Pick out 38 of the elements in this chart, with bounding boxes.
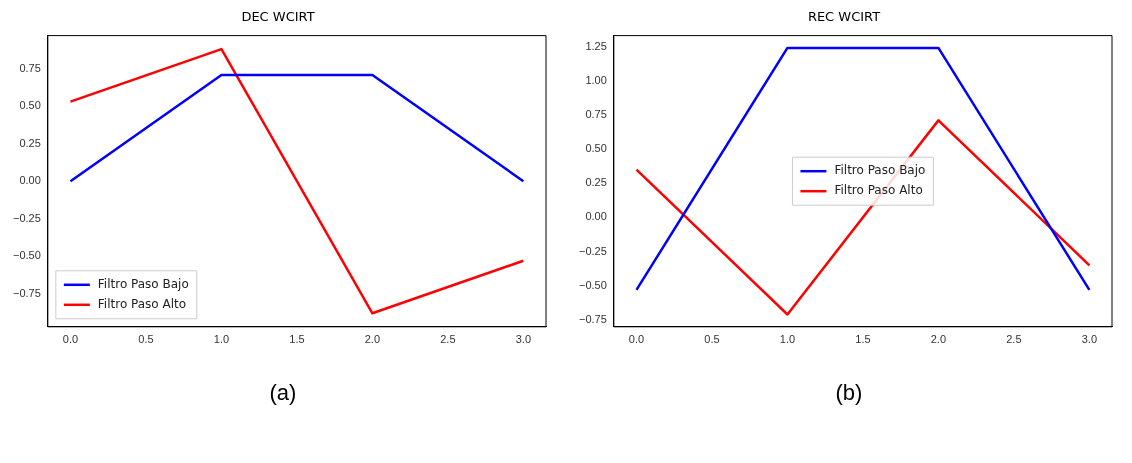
legend-label: Filtro Paso Bajo xyxy=(97,276,189,291)
y-tick-label: 0.00 xyxy=(585,210,607,223)
y-tick-label: 1.25 xyxy=(585,39,607,52)
y-tick-label: 1.00 xyxy=(585,73,607,86)
x-tick-label: 3.0 xyxy=(1081,333,1097,346)
x-tick-label: 2.0 xyxy=(364,333,381,346)
x-tick-label: 1.0 xyxy=(779,333,796,346)
legend-label: Filtro Paso Alto xyxy=(834,183,923,198)
legend-label: Filtro Paso Alto xyxy=(97,296,187,311)
x-tick-label: 1.5 xyxy=(289,333,305,346)
x-tick-label: 2.5 xyxy=(1006,333,1022,346)
x-tick-label: 1.0 xyxy=(213,333,230,346)
y-tick-label: 0.00 xyxy=(19,174,41,187)
x-tick-label: 0.5 xyxy=(704,333,720,346)
y-tick-label: 0.50 xyxy=(19,99,41,112)
y-tick-label: −0.50 xyxy=(12,249,41,262)
x-tick-label: 2.5 xyxy=(440,333,456,346)
y-tick-label: 0.25 xyxy=(19,136,41,149)
y-tick-label: −0.50 xyxy=(578,278,607,291)
text: (b) xyxy=(834,380,864,406)
y-tick-label: 0.50 xyxy=(585,142,607,155)
y-tick-label: −0.75 xyxy=(578,313,607,325)
x-tick-label: 0.0 xyxy=(628,333,645,346)
y-tick-label: −0.25 xyxy=(578,244,607,257)
x-tick-label: 3.0 xyxy=(515,333,531,346)
chart-title: REC WCIRT xyxy=(807,9,881,25)
y-tick-label: −0.75 xyxy=(12,286,41,299)
x-tick-label: 2.0 xyxy=(930,333,947,346)
x-tick-label: 0.0 xyxy=(62,333,79,346)
y-tick-label: 0.75 xyxy=(585,107,607,120)
y-tick-label: 0.75 xyxy=(19,61,41,74)
x-tick-label: 0.5 xyxy=(138,333,154,346)
y-tick-label: 0.25 xyxy=(585,176,607,189)
x-tick-label: 1.5 xyxy=(855,333,871,346)
chart-title: DEC WCIRT xyxy=(241,9,315,25)
legend-label: Filtro Paso Bajo xyxy=(834,163,926,178)
text: (a) xyxy=(268,380,298,406)
y-tick-label: −0.25 xyxy=(12,211,41,224)
